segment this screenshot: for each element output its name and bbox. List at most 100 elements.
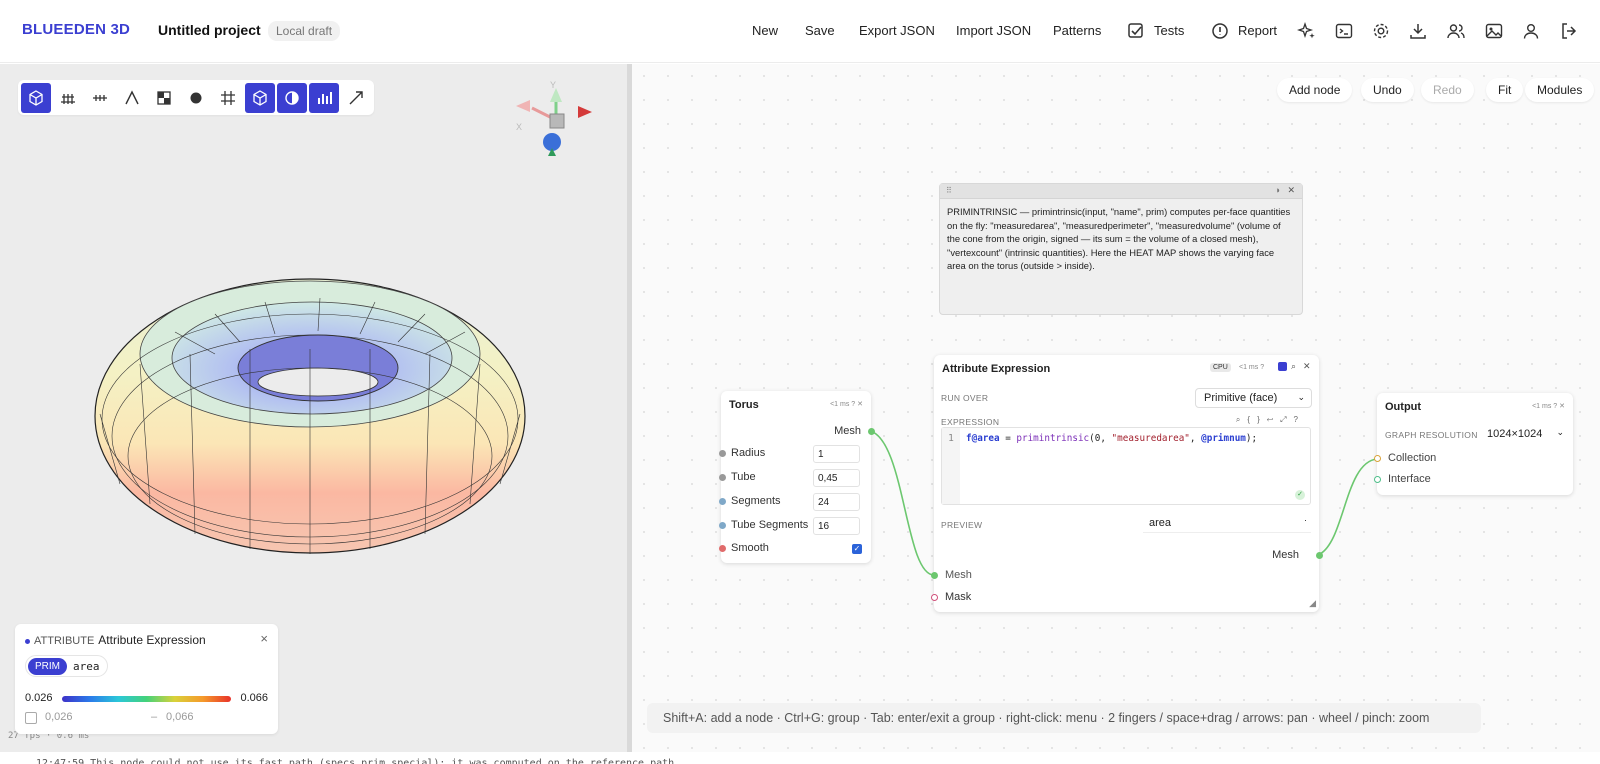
tube-segments-label: Tube Segments [731,519,809,531]
range-max-label: 0.066 [240,692,268,704]
mesh-output-socket[interactable] [868,428,875,435]
brand-logo[interactable]: BLUEEDEN 3D [22,21,131,38]
mesh-input-socket[interactable] [931,572,938,579]
attribute-expression-node[interactable]: Attribute Expression CPU <1 ms ? ⌕ ✕ RUN… [931,355,1323,612]
note-contrast-icon[interactable]: ◑ [1274,185,1280,195]
smooth-label: Smooth [731,542,769,554]
close-icon[interactable]: × [260,631,268,646]
search-icon[interactable]: ⌕ [1291,361,1297,371]
arrow-diagonal-icon[interactable] [341,83,371,113]
fit-button[interactable]: Fit [1486,78,1524,102]
status-log[interactable]: 12:47:59 This node could not use its fas… [0,752,1600,764]
prim-badge: PRIM [28,657,67,675]
sphere-icon[interactable] [181,83,211,113]
status-dot-icon [25,638,30,644]
chevron-down-icon: ⌄ [1556,427,1564,437]
project-title[interactable]: Untitled project [158,22,261,38]
expression-label: EXPRESSION [941,417,1000,427]
redo-button[interactable]: Redo [1421,78,1474,102]
checker-icon[interactable] [149,83,179,113]
code-token: "measuredarea" [1111,433,1190,444]
range-max-input[interactable]: 0,066 [166,711,194,723]
graph-resolution-select[interactable]: 1024×1024 ⌄ [1483,425,1567,445]
download-icon[interactable] [1408,21,1428,41]
tube-segments-socket[interactable] [719,522,726,529]
code-line[interactable]: f@area = primintrinsic(0, "measuredarea"… [966,433,1257,444]
range-min-input[interactable]: 0,026 [45,711,73,723]
axis-gizmo[interactable]: X Y [510,80,600,164]
segments-socket[interactable] [719,498,726,505]
tube-segments-input[interactable]: 16 [813,517,860,535]
half-contrast-icon[interactable] [277,83,307,113]
close-icon[interactable]: ✕ [1303,361,1311,371]
custom-range-checkbox[interactable] [25,712,37,724]
menu-save[interactable]: Save [805,23,835,38]
terminal-icon[interactable] [1334,21,1354,41]
cube-wire-icon[interactable] [245,83,275,113]
note-text[interactable]: PRIMINTRINSIC — primintrinsic(input, "na… [947,206,1291,271]
cube-shaded-icon[interactable] [21,83,51,113]
user-icon[interactable] [1521,21,1541,41]
shortcut-hint-bar: Shift+A: add a node · Ctrl+G: group · Ta… [647,703,1481,733]
panel-splitter[interactable] [627,64,632,752]
smooth-checkbox[interactable]: ✓ [852,544,862,554]
ground-grid-icon[interactable] [53,83,83,113]
radius-socket[interactable] [719,450,726,457]
mesh-output-socket[interactable] [1316,552,1323,559]
note-header[interactable]: ⠿ ◑ ✕ [940,184,1302,199]
expression-tools[interactable]: ⌕{}↩⤢? [1235,415,1305,424]
gear-icon[interactable] [1371,21,1391,41]
chevron-down-icon: ⌄ [1297,392,1305,402]
tests-icon[interactable] [1126,21,1146,41]
close-icon[interactable]: ✕ [1287,185,1295,195]
output-node[interactable]: Output <1 ms ? ✕ GRAPH RESOLUTION 1024×1… [1374,393,1573,495]
torus-render[interactable] [0,64,627,752]
tube-input[interactable]: 0,45 [813,469,860,487]
fps-readout: 27 fps · 0.6 ms [8,731,90,741]
logout-icon[interactable] [1559,21,1579,41]
menu-tests[interactable]: Tests [1154,23,1185,38]
preview-select[interactable]: area · [1143,513,1311,533]
axis-ticks-icon[interactable] [85,83,115,113]
expression-editor[interactable]: 1 f@area = primintrinsic(0, "measuredare… [941,427,1311,505]
menu-import-json[interactable]: Import JSON [956,23,1032,38]
attribute-panel-header: ATTRIBUTE Attribute Expression [25,633,206,647]
torus-node[interactable]: Torus <1 ms ? ✕ Mesh Radius 1 Tube 0,45 … [719,391,875,563]
code-token: ); [1245,433,1258,444]
tube-socket[interactable] [719,474,726,481]
drag-handle-icon[interactable]: ⠿ [946,186,952,195]
sparkle-icon[interactable] [1296,21,1317,41]
interface-socket[interactable] [1374,476,1381,483]
attribute-chip[interactable]: PRIM area [25,655,108,677]
collection-socket[interactable] [1374,455,1381,462]
node-meta[interactable]: <1 ms ? ✕ [1532,403,1565,410]
code-token: (0, [1089,433,1112,444]
wireframe-icon[interactable] [117,83,147,113]
segments-input[interactable]: 24 [813,493,860,511]
comment-note[interactable]: ⠿ ◑ ✕ PRIMINTRINSIC — primintrinsic(inpu… [939,183,1303,315]
bar-chart-icon[interactable] [309,83,339,113]
mask-input-socket[interactable] [931,594,938,601]
menu-new[interactable]: New [752,23,779,38]
undo-button[interactable]: Undo [1361,78,1414,102]
report-icon[interactable] [1210,21,1230,41]
add-node-button[interactable]: Add node [1277,78,1353,102]
segments-label: Segments [731,495,781,507]
users-icon[interactable] [1446,21,1466,41]
menu-report[interactable]: Report [1238,23,1278,38]
node-meta[interactable]: <1 ms ? [1239,364,1265,371]
radius-input[interactable]: 1 [813,445,860,463]
grid-icon[interactable] [213,83,243,113]
node-title: Attribute Expression [942,363,1051,375]
menu-export-json[interactable]: Export JSON [859,23,935,38]
menu-patterns[interactable]: Patterns [1053,23,1102,38]
smooth-socket[interactable] [719,545,726,552]
resize-handle-icon[interactable]: ◢ [1309,598,1316,608]
run-over-select[interactable]: Primitive (face) ⌄ [1195,388,1312,408]
image-icon[interactable] [1484,21,1504,41]
code-token: , [1189,433,1202,444]
bar-chart-icon[interactable] [1278,362,1287,371]
node-meta[interactable]: <1 ms ? ✕ [830,401,863,408]
modules-button[interactable]: Modules [1525,78,1595,102]
